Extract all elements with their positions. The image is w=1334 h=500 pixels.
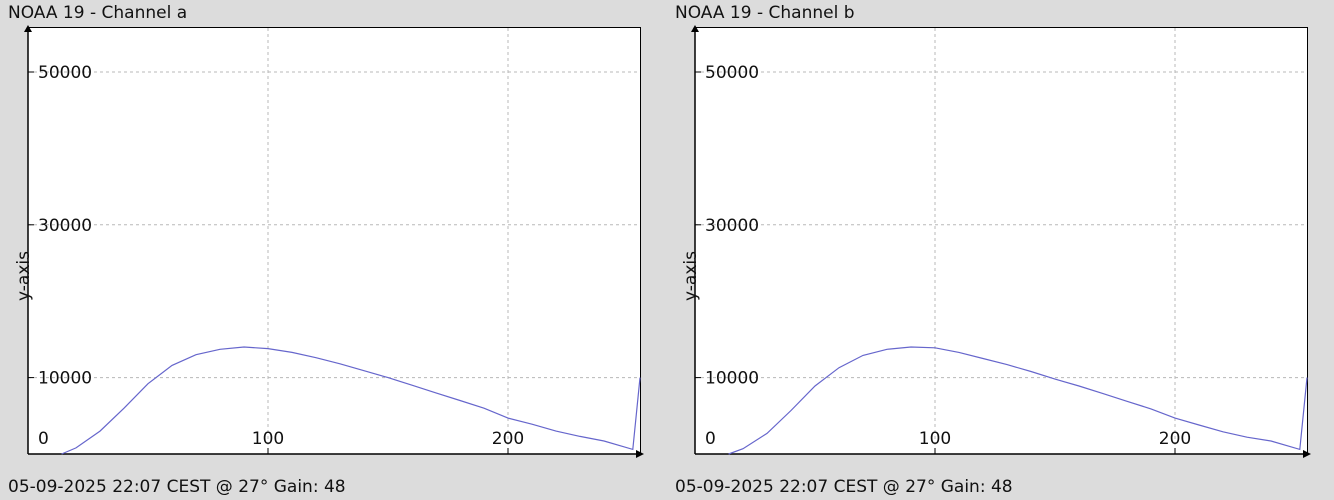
y-tick-label: 10000: [38, 369, 92, 389]
x-tick-label: 0: [38, 429, 49, 449]
y-tick-label: 30000: [705, 216, 759, 236]
chart-title: NOAA 19 - Channel b: [675, 3, 855, 23]
y-tick-label: 50000: [705, 63, 759, 83]
y-tick-label: 30000: [38, 216, 92, 236]
x-tick-label: 100: [252, 429, 284, 449]
x-axis-arrow: [1303, 450, 1311, 458]
x-axis-arrow: [636, 450, 644, 458]
y-axis-arrow: [691, 25, 699, 32]
y-tick-label: 50000: [38, 63, 92, 83]
chart-title: NOAA 19 - Channel a: [8, 3, 188, 23]
chart-panel-a: NOAA 19 - Channel a 10000 30000 50000 0 100 2…: [8, 3, 644, 497]
x-tick-label: 200: [1159, 429, 1191, 449]
series-line: [728, 346, 1308, 455]
y-axis-label: y-axis: [14, 251, 34, 301]
chart-panel-b: NOAA 19 - Channel b 10000 30000 50000 0 100 2…: [667, 0, 1334, 500]
x-tick-label: 100: [919, 429, 951, 449]
y-tick-label: 10000: [705, 369, 759, 389]
x-tick-label: 0: [705, 429, 716, 449]
plot-area: 10000 30000 50000 0 100 200 y-axis: [14, 25, 644, 458]
series-line: [61, 346, 641, 455]
y-axis-label: y-axis: [681, 251, 701, 301]
x-tick-label: 200: [492, 429, 524, 449]
chart-svg-a: 10000 30000 50000 0 100 200: [24, 25, 644, 458]
status-footer: 05-09-2025 22:07 CEST @ 27° Gain: 48: [675, 477, 1013, 497]
plot-area: 10000 30000 50000 0 100 200 y-axis: [681, 25, 1311, 458]
chart-svg-b: 10000 30000 50000 0 100 200: [691, 25, 1311, 458]
y-axis-arrow: [24, 25, 32, 32]
status-footer: 05-09-2025 22:07 CEST @ 27° Gain: 48: [8, 477, 346, 497]
